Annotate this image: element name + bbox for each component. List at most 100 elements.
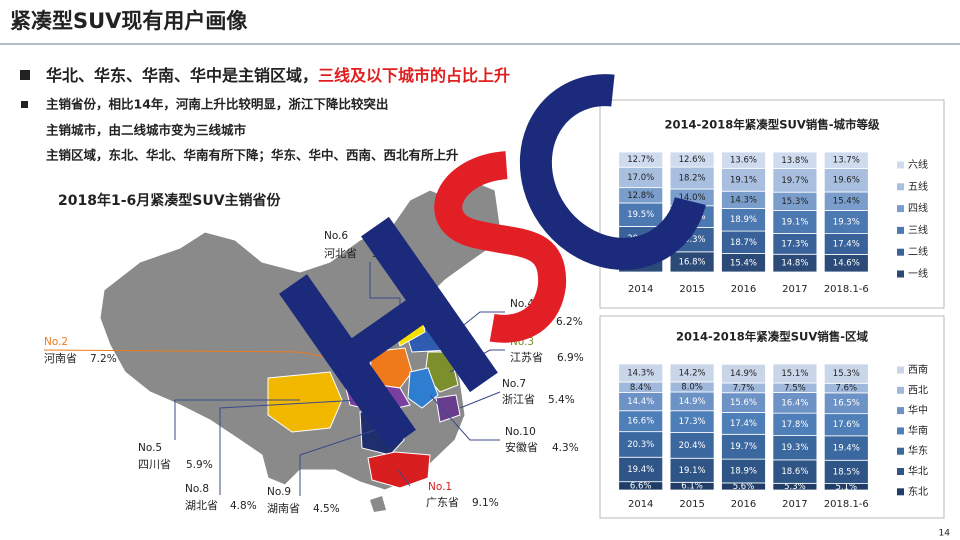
province-name: 浙江省 <box>502 393 535 406</box>
legend-label: 东北 <box>908 485 928 498</box>
bar-segment <box>823 435 869 461</box>
data-label: 15.1% <box>781 369 808 379</box>
data-label: 14.9% <box>730 369 757 379</box>
bar-segment <box>618 456 664 483</box>
data-label: 19.7% <box>730 442 757 452</box>
data-label: 14.2% <box>679 368 706 378</box>
data-label: 5.3% <box>784 482 806 492</box>
data-label: 6.6% <box>630 481 652 491</box>
x-tick-label: 2014 <box>628 284 653 295</box>
province-name: 广东省 <box>426 496 459 509</box>
data-label: 19.1% <box>730 175 757 185</box>
data-label: 17.6% <box>833 420 860 430</box>
china-map <box>43 179 505 512</box>
bar-segment <box>772 363 818 384</box>
data-label: 16.8% <box>679 257 706 267</box>
data-label: 19.1% <box>781 218 808 228</box>
bar-segment <box>823 151 869 169</box>
data-label: 19.3% <box>781 443 808 453</box>
x-tick-label: 2018.1-6 <box>824 499 869 510</box>
data-label: 19.6% <box>833 176 860 186</box>
data-label: 16.6% <box>627 417 654 427</box>
legend-swatch <box>897 226 904 234</box>
legend-label: 华中 <box>908 404 928 417</box>
data-label: 17.4% <box>730 419 757 429</box>
data-label: 16.4% <box>781 398 808 408</box>
legend-label: 华东 <box>908 444 928 457</box>
data-label: 13.8% <box>781 156 808 166</box>
bar-segment <box>669 457 715 483</box>
bar-segment <box>669 363 715 383</box>
page-number: 14 <box>939 529 951 539</box>
data-label: 17.8% <box>781 420 808 430</box>
bar-segment <box>618 363 664 383</box>
bar-segment <box>721 433 766 460</box>
legend-label: 华南 <box>908 424 928 437</box>
province-rank: No.10 <box>505 426 536 438</box>
province-rank: No.6 <box>324 230 348 242</box>
bar-segment <box>618 151 664 168</box>
data-label: 15.3% <box>781 197 808 207</box>
province-rank: No.7 <box>502 378 526 390</box>
data-label: 18.6% <box>781 467 808 477</box>
province-rank: No.5 <box>138 442 162 454</box>
province-share: 4.5% <box>313 503 340 515</box>
legend-swatch <box>897 468 904 475</box>
data-label: 5.1% <box>835 482 857 492</box>
x-tick-label: 2015 <box>679 284 704 295</box>
data-label: 19.5% <box>627 210 654 220</box>
legend-swatch <box>897 366 904 374</box>
data-label: 20.4% <box>679 441 706 451</box>
data-label: 18.9% <box>730 215 757 225</box>
data-label: 12.8% <box>627 191 654 201</box>
province-rank: No.1 <box>428 481 452 493</box>
province-zhejiang <box>435 394 461 423</box>
data-label: 5.6% <box>733 482 755 492</box>
province-name: 安徽省 <box>505 440 538 454</box>
legend-swatch <box>897 407 904 415</box>
bullet-marker <box>21 101 28 108</box>
data-label: 14.9% <box>679 397 706 407</box>
legend-swatch <box>897 161 904 169</box>
bar-segment <box>618 431 664 458</box>
legend-swatch <box>897 427 904 435</box>
province-share: 5.4% <box>548 394 575 406</box>
bar-segment <box>669 151 715 168</box>
legend-label: 四线 <box>908 202 928 215</box>
data-label: 8.0% <box>681 382 703 392</box>
sub-bullet: 主销城市，由二线城市变为三线城市 <box>46 123 247 138</box>
province-share: 7.2% <box>90 353 117 365</box>
data-label: 13.7% <box>833 156 860 166</box>
legend-label: 二线 <box>908 245 928 258</box>
data-label: 18.7% <box>730 238 757 248</box>
province-name: 四川省 <box>138 458 171 471</box>
legend-label: 一线 <box>908 267 928 280</box>
data-label: 18.9% <box>730 467 757 477</box>
province-rank: No.8 <box>185 483 209 495</box>
data-label: 16.5% <box>833 399 860 409</box>
bar-segment <box>721 363 766 384</box>
main-bullet: 华北、华东、华南、华中是主销区域，三线及以下城市的占比上升 <box>46 66 510 85</box>
x-tick-label: 2017 <box>782 499 807 510</box>
bar-segment <box>823 363 869 384</box>
province-guangdong <box>367 451 431 489</box>
province-share: 6.9% <box>557 352 584 364</box>
data-label: 18.2% <box>679 174 706 184</box>
map-island <box>370 496 386 512</box>
chart-title: 2014-2018年紧凑型SUV销售-区域 <box>676 330 869 344</box>
bar-segment <box>772 435 818 461</box>
province-share: 4.3% <box>552 442 579 454</box>
bullet-marker <box>20 70 30 80</box>
x-tick-label: 2016 <box>731 284 756 295</box>
province-rank: No.2 <box>44 336 68 348</box>
province-anhui <box>407 367 439 409</box>
legend-label: 六线 <box>908 158 928 171</box>
data-label: 14.3% <box>730 195 757 205</box>
province-name: 河南省 <box>44 352 77 365</box>
data-label: 17.3% <box>679 417 706 427</box>
data-label: 14.3% <box>627 369 654 379</box>
legend-swatch <box>897 447 904 455</box>
legend-label: 西北 <box>908 384 928 396</box>
province-share: 4.8% <box>230 500 257 512</box>
